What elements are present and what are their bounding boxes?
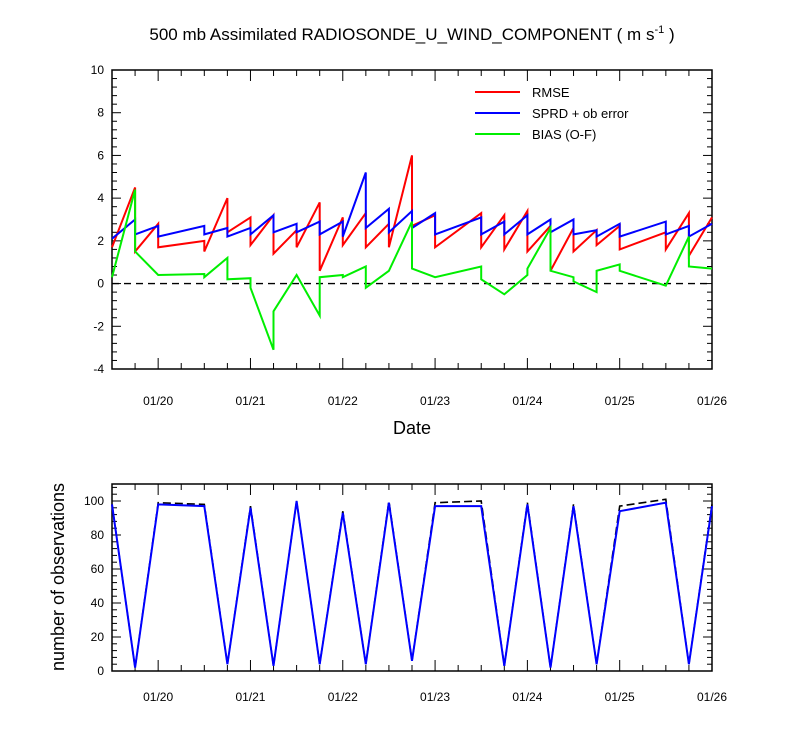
legend-label-2: BIAS (O-F) xyxy=(532,127,596,142)
bottom-y-tick-label: 60 xyxy=(91,562,105,576)
bottom-x-tick-label: 01/21 xyxy=(235,690,265,704)
bottom-y-tick-label: 20 xyxy=(91,630,105,644)
chart-title: 500 mb Assimilated RADIOSONDE_U_WIND_COM… xyxy=(149,24,674,44)
bottom-x-tick-label: 01/24 xyxy=(512,690,542,704)
top-axes: -4 -2 0 2 4 6 8 10 01/20 01/21 01/22 01/23 01/24 01/2… xyxy=(91,63,728,408)
chart-title-unit-superscript: -1 xyxy=(654,24,664,36)
bottom-x-tick-label: 01/26 xyxy=(697,690,727,704)
top-x-tick-label: 01/23 xyxy=(420,394,450,408)
bottom-x-tick-label: 01/22 xyxy=(328,690,358,704)
chart-title-main: 500 mb Assimilated RADIOSONDE_U_WIND_COM… xyxy=(149,25,654,44)
bottom-x-tick-label: 01/25 xyxy=(605,690,635,704)
bottom-x-tick-label: 01/23 xyxy=(420,690,450,704)
top-series-line-sprd-ob-error xyxy=(111,172,713,240)
top-y-tick-label: 8 xyxy=(97,106,104,120)
x-axis-title: Date xyxy=(393,418,431,438)
wind-statistics-chart: 500 mb Assimilated RADIOSONDE_U_WIND_COM… xyxy=(91,24,728,438)
bottom-series-line-total xyxy=(111,498,713,668)
observation-count-chart: 0 20 40 60 80 100 01/20 01/21 01/22 01/23 01/24 01/… xyxy=(48,483,727,704)
top-y-tick-label: 6 xyxy=(97,148,104,162)
bottom-y-tick-label: 100 xyxy=(84,494,104,508)
bottom-x-tick-label: 01/20 xyxy=(143,690,173,704)
top-series-line-bias-o-f xyxy=(111,189,713,351)
bottom-series-group xyxy=(111,498,713,668)
legend-label-0: RMSE xyxy=(532,85,570,100)
top-x-tick-label: 01/21 xyxy=(235,394,265,408)
top-series-group xyxy=(111,155,713,351)
y-axis-title-observations: number of observations xyxy=(48,483,68,671)
top-y-tick-label: 4 xyxy=(97,191,104,205)
top-y-tick-label: 0 xyxy=(97,277,104,291)
bottom-axes: 0 20 40 60 80 100 01/20 01/21 01/22 01/23 01/24 01/… xyxy=(84,483,727,704)
top-x-tick-label: 01/20 xyxy=(143,394,173,408)
bottom-y-tick-label: 80 xyxy=(91,528,105,542)
top-x-tick-label: 01/24 xyxy=(512,394,542,408)
top-y-tick-label: -4 xyxy=(93,362,104,376)
legend: RMSE SPRD + ob error BIAS (O-F) xyxy=(475,85,629,142)
top-y-tick-label: -2 xyxy=(93,319,104,333)
bottom-y-tick-label: 0 xyxy=(97,664,104,678)
top-x-tick-label: 01/22 xyxy=(328,394,358,408)
bottom-plot-frame xyxy=(111,483,713,672)
chart-title-end: ) xyxy=(664,25,674,44)
top-x-tick-label: 01/26 xyxy=(697,394,727,408)
bottom-series-line-assimilated xyxy=(111,500,713,668)
bottom-y-tick-label: 40 xyxy=(91,596,105,610)
legend-label-1: SPRD + ob error xyxy=(532,106,629,121)
top-x-tick-label: 01/25 xyxy=(605,394,635,408)
top-y-tick-label: 10 xyxy=(91,63,105,77)
top-y-tick-label: 2 xyxy=(97,234,104,248)
